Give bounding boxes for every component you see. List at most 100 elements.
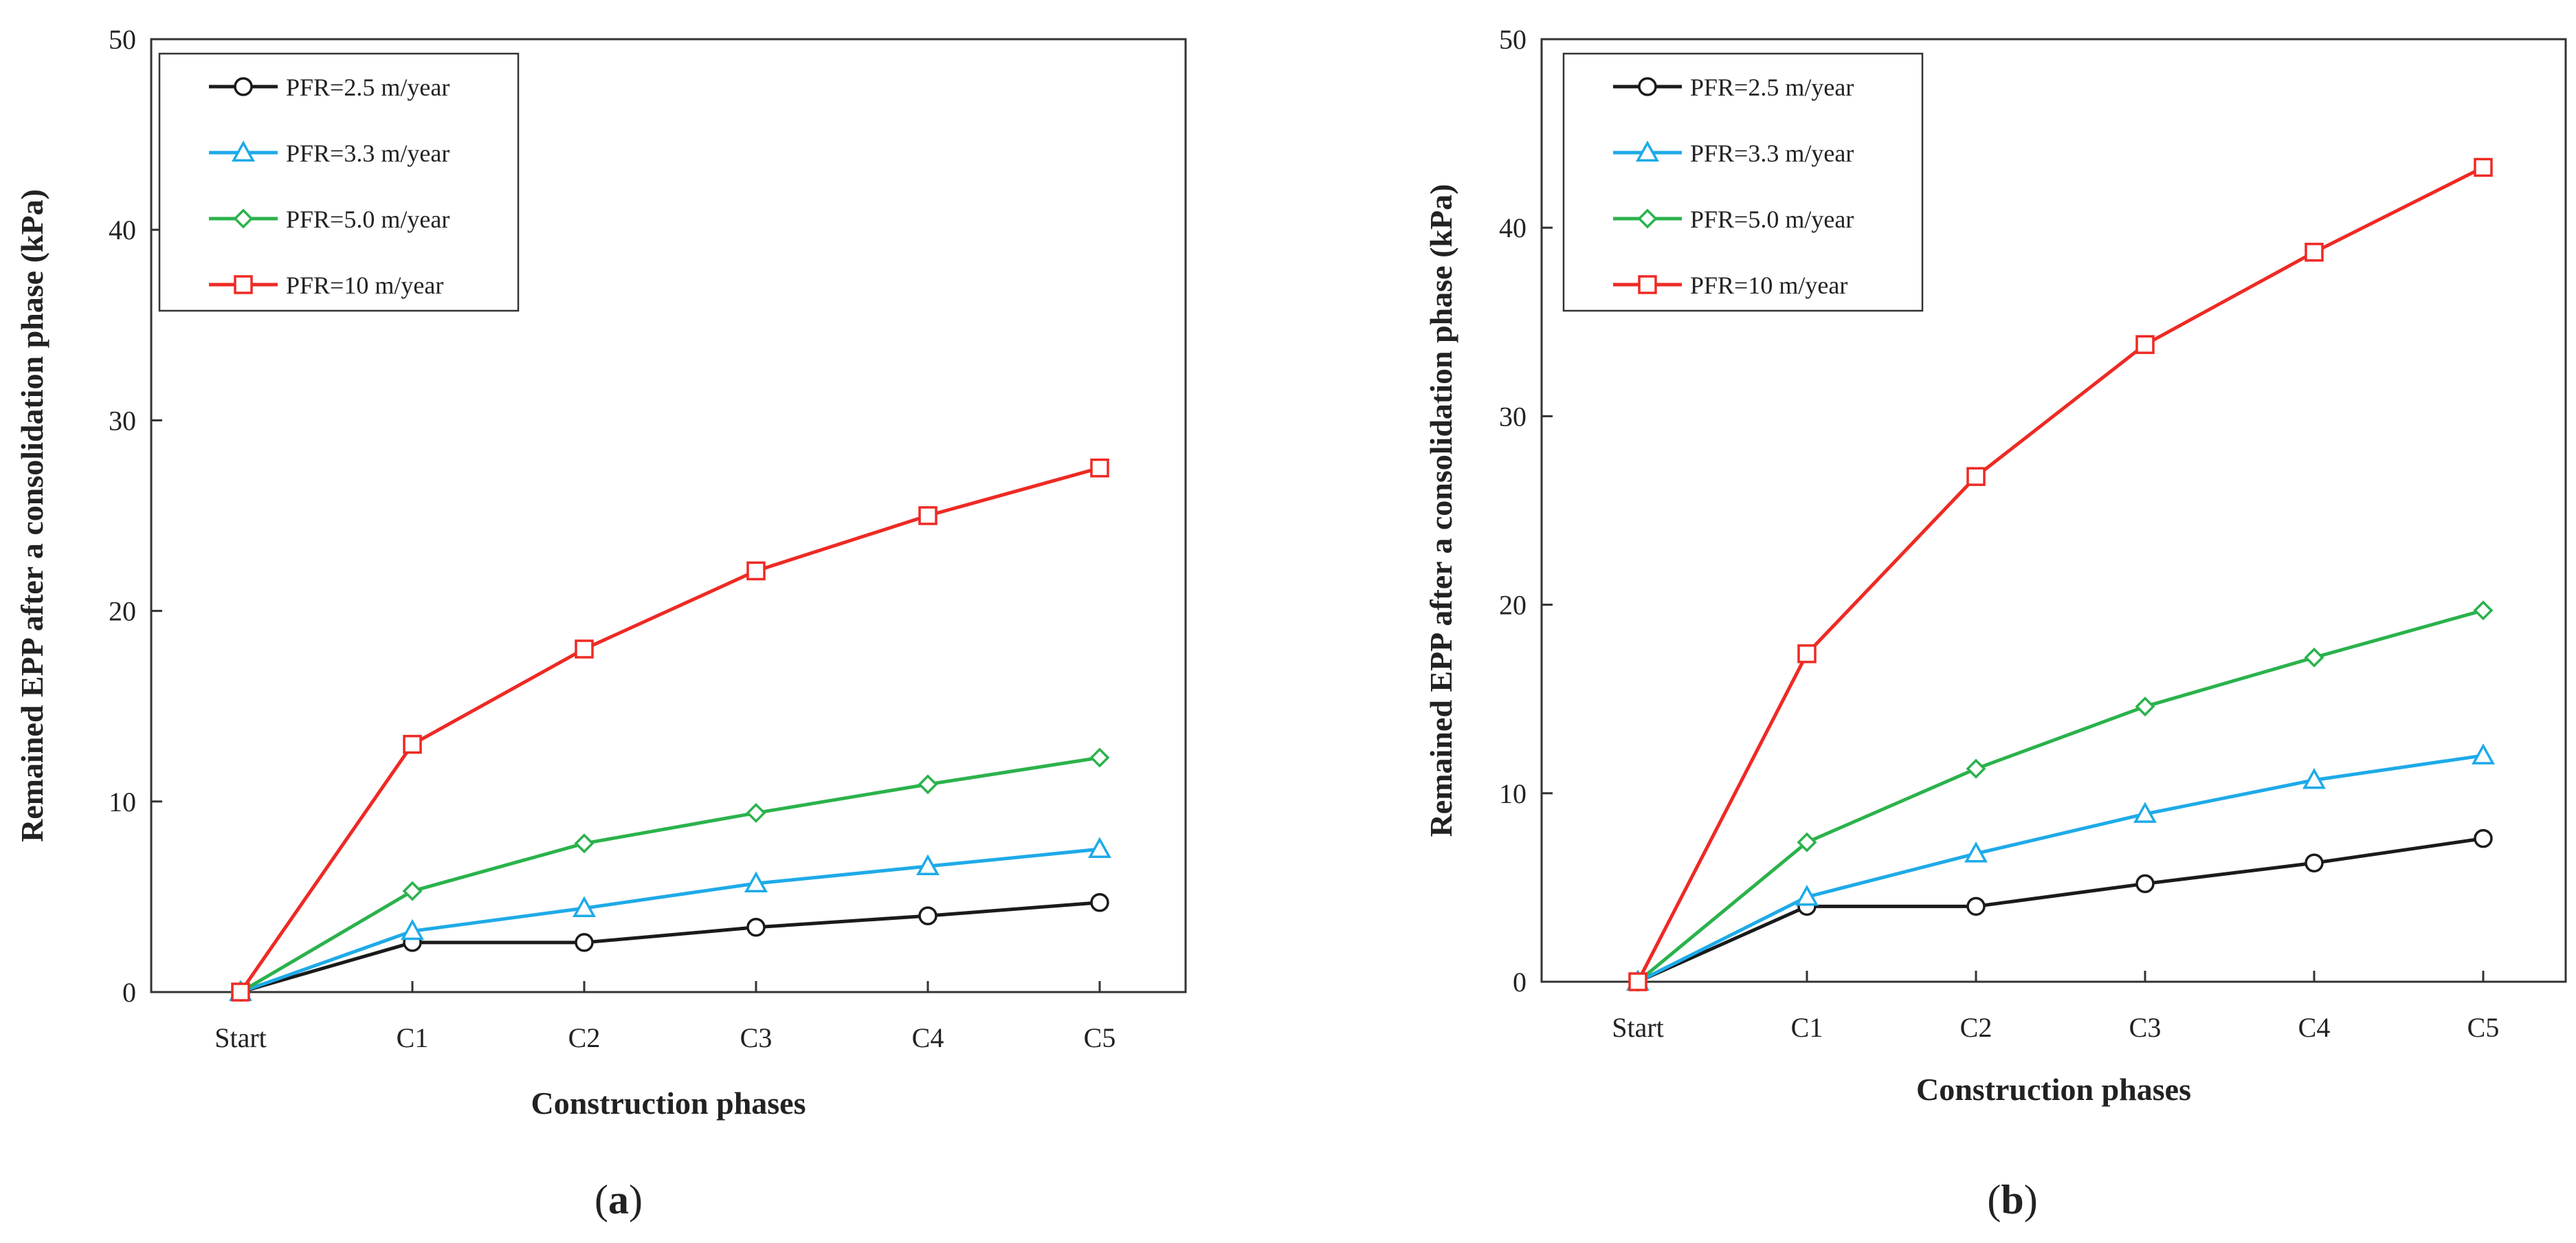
series-line [240,847,1100,994]
data-point [575,639,594,659]
series-diamond [230,747,1110,1002]
data-point [746,918,766,937]
y-axis-title: Remained EPP after a consolidation phase… [14,189,49,842]
data-point [2305,853,2324,873]
data-point [1088,837,1111,859]
series-circle [231,892,1109,1002]
series-line [1636,608,2484,983]
series-line [238,466,1100,993]
data-point [1797,644,1817,663]
legend-marker [1637,208,1658,229]
legend-label: PFR=5.0 m/year [1690,206,1854,233]
y-tick-label: 20 [109,596,136,627]
y-tick-label: 10 [109,786,136,817]
y-tick-label: 30 [1499,401,1526,432]
legend: PFR=2.5 m/year PFR=3.3 m/year PFR=5.0 m/ye… [1562,52,1924,312]
legend-marker [1638,275,1657,294]
series-diamond [1628,600,2494,992]
data-point [1797,832,1817,852]
data-point [575,933,594,952]
data-point [1795,885,1819,906]
panel-label-paren: ( [595,1177,608,1222]
data-point [231,982,250,1002]
x-tick-label: C2 [568,1022,601,1053]
series-line [1636,754,2484,984]
panel-label-paren: ) [629,1177,643,1222]
series-line [1636,166,2485,983]
legend-label: PFR=2.5 m/year [1690,74,1854,101]
legend-label: PFR=10 m/year [286,272,443,299]
panel-label: (b) [1987,1177,2037,1222]
series-square [1628,157,2493,991]
legend-label: PFR=5.0 m/year [286,206,449,233]
data-point [1090,892,1109,912]
data-point [2135,696,2155,717]
panel-label-paren: ) [2024,1177,2038,1222]
panel-label-letter: b [2001,1177,2023,1222]
x-tick-label: Start [214,1022,267,1053]
x-tick-label: C5 [2467,1012,2500,1043]
legend-label: PFR=10 m/year [1690,272,1847,299]
chart-panel-b: 0 10 20 30 40 50 Start C1 C2 C3 C4 C5 Construction p… [1423,24,2567,1222]
legend-marker [234,77,253,96]
data-point [403,734,422,754]
y-tick-label: 0 [1513,967,1526,998]
series-line [239,756,1100,994]
x-tick-label: C2 [1960,1012,1992,1043]
data-point [918,774,938,795]
series-square [231,458,1109,1002]
data-point [401,918,424,940]
legend-marker [1636,140,1659,162]
data-point [1089,747,1110,768]
data-point [2133,802,2157,823]
legend-marker [1638,77,1657,96]
x-tick-label: C4 [912,1022,944,1053]
data-point [1966,758,1986,779]
plot-frame [1540,38,2567,983]
x-axis-title: Construction phases [531,1086,806,1121]
chart-panel-a: 0 10 20 30 40 50 Start C1 C2 C3 C4 C5 Construction p… [14,24,1187,1222]
y-tick-label: 40 [1499,212,1526,243]
x-tick-label: C3 [2129,1012,2162,1043]
data-point [918,506,937,525]
x-tick-label: Start [1612,1012,1664,1043]
legend-box [158,52,520,312]
y-tick-label: 50 [109,24,136,55]
x-tick-label: C5 [1084,1022,1116,1053]
data-point [2305,243,2324,262]
data-point [1966,896,1986,916]
x-axis-title: Construction phases [1916,1072,2191,1107]
legend-marker [234,275,253,294]
series-triangle [1626,743,2495,991]
series-circle [1628,828,2493,991]
legend-box [1562,52,1924,312]
data-point [2474,157,2493,177]
plot-frame [150,38,1187,993]
data-point [744,871,768,892]
data-point [2473,600,2494,621]
legend-marker [233,208,254,229]
data-point [573,896,596,917]
y-axis-title: Remained EPP after a consolidation phase… [1423,184,1458,837]
legend-label: PFR=3.3 m/year [286,140,449,167]
y-tick-label: 0 [122,977,136,1008]
y-tick-label: 30 [109,405,136,436]
data-point [918,906,937,925]
data-point [746,561,766,581]
y-tick-label: 50 [1499,24,1526,55]
panel-label-letter: a [608,1177,629,1222]
y-tick-label: 40 [109,214,136,245]
data-point [574,833,595,854]
data-point [1090,458,1109,478]
data-point [2472,743,2495,764]
legend-label: PFR=2.5 m/year [286,74,449,101]
series-line [240,901,1100,994]
series-line [1636,837,2484,984]
data-point [1964,841,1988,863]
data-point [1628,972,1647,991]
x-tick-label: C1 [397,1022,429,1053]
y-tick-label: 10 [1499,778,1526,809]
data-point [2135,874,2155,894]
data-point [402,881,423,901]
